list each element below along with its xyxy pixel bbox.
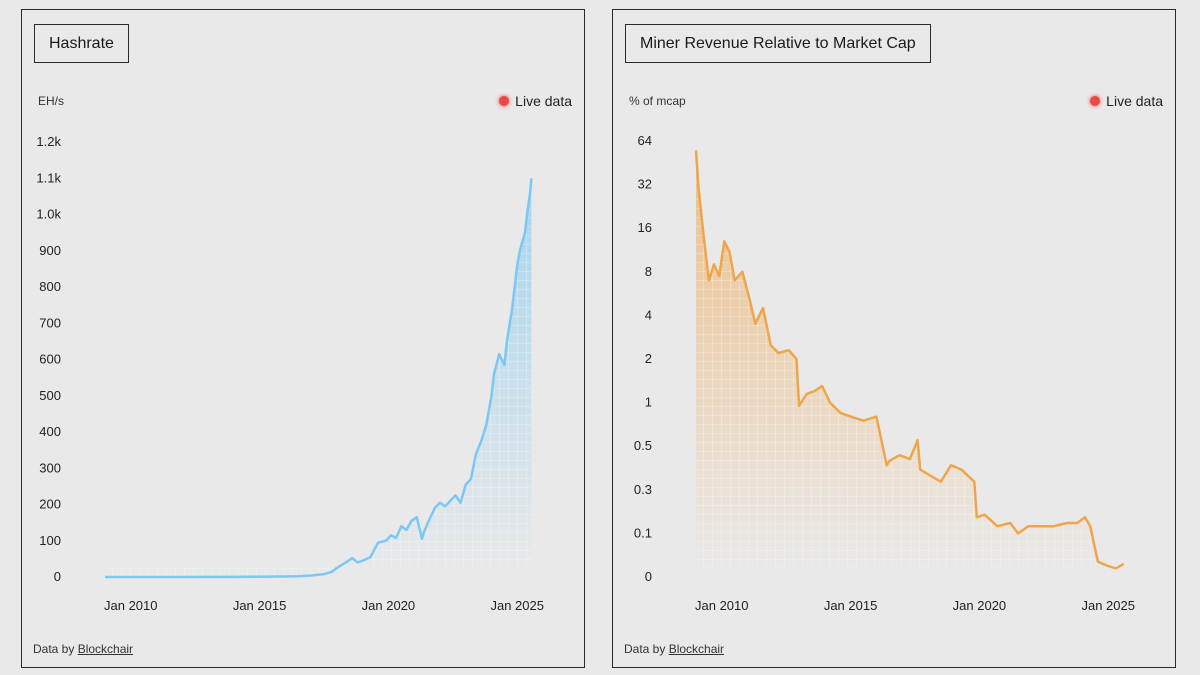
hashrate-live-indicator: Live data (499, 93, 572, 109)
credit-prefix: Data by (624, 642, 666, 656)
y-tick-label: 400 (39, 424, 61, 439)
y-tick-label: 100 (39, 533, 61, 548)
x-tick-label: Jan 2025 (490, 598, 544, 613)
x-tick-label: Jan 2015 (824, 598, 878, 613)
revenue-live-indicator: Live data (1090, 93, 1163, 109)
hashrate-title: Hashrate (34, 24, 129, 63)
hashrate-unit-label: EH/s (38, 94, 65, 108)
y-tick-label: 800 (39, 279, 61, 294)
y-tick-label: 2 (645, 351, 652, 366)
y-tick-label: 32 (638, 177, 652, 192)
hashrate-panel: Hashrate EH/s Live data 0 100 200 300 400 500… (21, 9, 585, 668)
y-tick-label: 900 (39, 243, 61, 258)
live-label: Live data (1106, 93, 1163, 109)
y-tick-label: 300 (39, 460, 61, 475)
revenue-chart: 0 0.1 0.3 0.5 1 2 4 8 16 32 64 Jan 2010 Jan 2015 Jan … (634, 133, 1135, 613)
area-grid-texture (696, 150, 1124, 569)
y-tick-label: 0 (54, 569, 61, 584)
y-tick-label: 0.1 (634, 525, 652, 540)
y-tick-label: 600 (39, 352, 61, 367)
hashrate-credit: Data by Blockchair (33, 642, 133, 656)
x-tick-label: Jan 2025 (1081, 598, 1135, 613)
y-tick-label: 8 (645, 264, 652, 279)
y-tick-label: 1.2k (36, 134, 61, 149)
x-tick-label: Jan 2020 (362, 598, 416, 613)
live-label: Live data (515, 93, 572, 109)
area-grid-texture (105, 178, 532, 578)
y-tick-label: 1.0k (36, 207, 61, 222)
series-line (105, 178, 533, 579)
revenue-title: Miner Revenue Relative to Market Cap (625, 24, 931, 63)
live-dot-icon (1090, 96, 1101, 106)
credit-prefix: Data by (33, 642, 75, 656)
x-tick-label: Jan 2020 (953, 598, 1007, 613)
y-tick-label: 500 (39, 388, 61, 403)
x-tick-label: Jan 2015 (233, 598, 287, 613)
revenue-panel: Miner Revenue Relative to Market Cap % o… (612, 9, 1176, 668)
live-dot-icon (499, 96, 510, 106)
y-tick-label: 700 (39, 315, 61, 330)
blockchair-link[interactable]: Blockchair (77, 642, 134, 656)
y-tick-label: 64 (638, 133, 652, 148)
y-tick-label: 16 (638, 220, 652, 235)
y-tick-label: 0.5 (634, 438, 652, 453)
revenue-credit: Data by Blockchair (624, 642, 724, 656)
blockchair-link[interactable]: Blockchair (668, 642, 725, 656)
y-tick-label: 4 (645, 307, 652, 322)
series-line (694, 150, 1125, 570)
y-tick-label: 0.3 (634, 482, 652, 497)
hashrate-chart: 0 100 200 300 400 500 600 700 800 900 1.0k 1.1k 1.2k… (36, 134, 544, 613)
y-tick-label: 0 (645, 569, 652, 584)
y-tick-label: 1.1k (36, 170, 61, 185)
revenue-unit-label: % of mcap (629, 94, 686, 108)
x-tick-label: Jan 2010 (104, 598, 158, 613)
y-tick-label: 1 (645, 395, 652, 410)
y-tick-label: 200 (39, 497, 61, 512)
x-tick-label: Jan 2010 (695, 598, 749, 613)
